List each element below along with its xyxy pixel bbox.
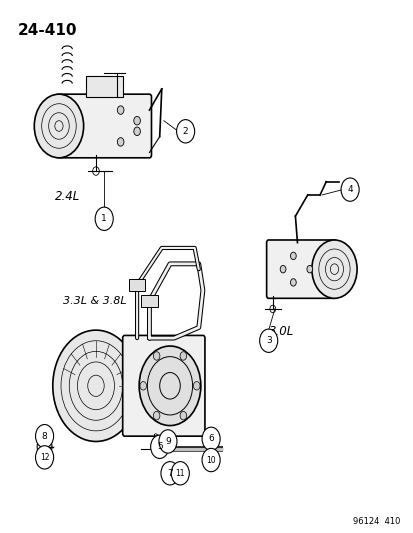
Text: 1: 1 (101, 214, 107, 223)
Circle shape (133, 116, 140, 125)
Circle shape (117, 106, 123, 114)
Circle shape (180, 411, 186, 420)
Circle shape (290, 279, 296, 286)
FancyBboxPatch shape (122, 335, 204, 436)
Circle shape (153, 411, 159, 420)
Circle shape (259, 329, 277, 352)
Text: 3.3L & 3.8L: 3.3L & 3.8L (63, 296, 126, 305)
Circle shape (180, 352, 186, 360)
Circle shape (95, 207, 113, 230)
Text: 96124  410: 96124 410 (352, 518, 399, 526)
Text: 2: 2 (183, 127, 188, 136)
Circle shape (150, 435, 169, 458)
Circle shape (202, 427, 220, 450)
Circle shape (280, 265, 285, 273)
Text: 7: 7 (167, 469, 173, 478)
Circle shape (139, 346, 200, 425)
Circle shape (290, 252, 296, 260)
Circle shape (36, 424, 54, 448)
Text: 12: 12 (40, 453, 49, 462)
Text: 3: 3 (265, 336, 271, 345)
Circle shape (36, 446, 54, 469)
Text: 9: 9 (165, 437, 171, 446)
Circle shape (171, 462, 189, 485)
Text: 11: 11 (175, 469, 185, 478)
Circle shape (161, 462, 178, 485)
Bar (141, 295, 157, 308)
Text: 2.4L: 2.4L (55, 190, 80, 203)
FancyBboxPatch shape (57, 94, 151, 158)
Text: 5: 5 (157, 442, 162, 451)
Circle shape (117, 138, 123, 146)
Text: 6: 6 (208, 434, 214, 443)
Circle shape (133, 127, 140, 135)
Circle shape (193, 382, 199, 390)
Circle shape (202, 448, 220, 472)
Circle shape (34, 94, 83, 158)
Text: 24-410: 24-410 (18, 22, 77, 38)
Circle shape (306, 265, 312, 273)
Circle shape (140, 382, 146, 390)
Circle shape (311, 240, 356, 298)
Circle shape (53, 330, 139, 441)
Text: 8: 8 (42, 432, 47, 441)
Text: 10: 10 (206, 456, 216, 465)
Text: 4: 4 (347, 185, 352, 194)
FancyBboxPatch shape (266, 240, 336, 298)
Bar (128, 279, 145, 292)
Circle shape (153, 352, 159, 360)
Circle shape (340, 178, 358, 201)
Circle shape (176, 119, 194, 143)
Bar (85, 76, 122, 97)
Text: 3.0L: 3.0L (268, 325, 293, 338)
Circle shape (159, 430, 176, 453)
